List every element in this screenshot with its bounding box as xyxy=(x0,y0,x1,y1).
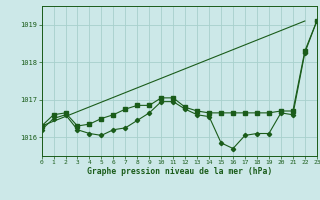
X-axis label: Graphe pression niveau de la mer (hPa): Graphe pression niveau de la mer (hPa) xyxy=(87,167,272,176)
